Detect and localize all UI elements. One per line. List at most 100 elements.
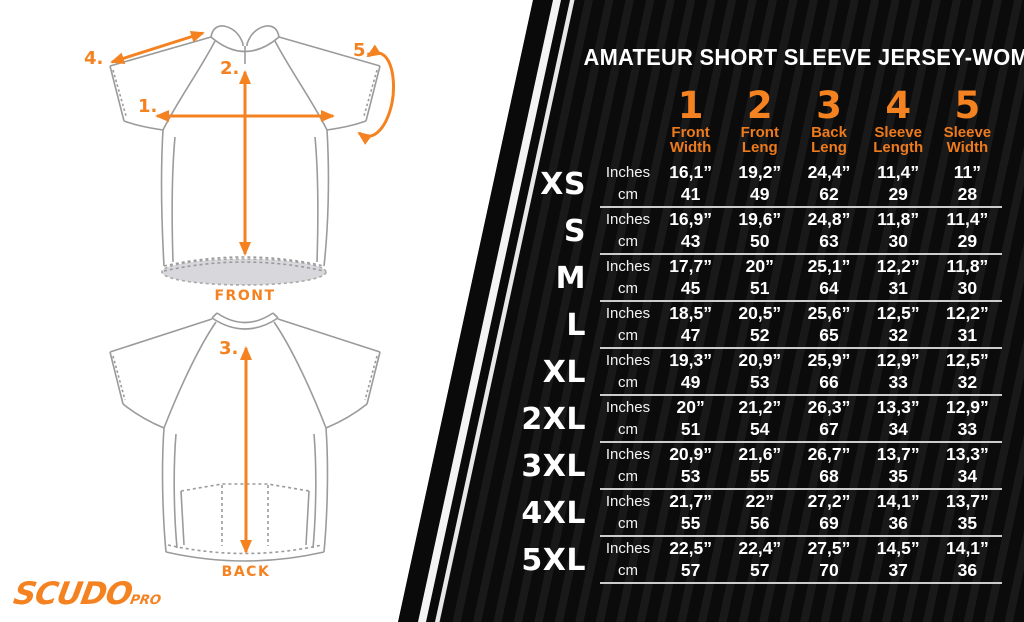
- cell: 30: [957, 278, 978, 299]
- unit-inches: Inches: [605, 398, 651, 416]
- size-label: 5XL: [521, 543, 586, 578]
- unit-cm: cm: [618, 233, 638, 251]
- cell: 50: [750, 231, 770, 252]
- size-label: M: [555, 261, 586, 296]
- cell: 16,1”: [669, 161, 712, 182]
- measure-label-3: 3.: [219, 338, 239, 359]
- column-header-5: 5 Sleeve Width: [933, 84, 1002, 155]
- brand-suffix: PRO: [128, 593, 163, 608]
- column-header-3: 3 Back Leng: [794, 87, 863, 156]
- cell: 30: [888, 231, 908, 252]
- cell: 20,9”: [738, 349, 782, 370]
- cell: 19,6”: [738, 208, 782, 229]
- cell: 13,3”: [876, 396, 920, 417]
- unit-cm: cm: [618, 186, 638, 204]
- unit-cm: cm: [618, 421, 638, 439]
- sleeve-length-arrow: [110, 30, 205, 65]
- cell: 18,5”: [669, 302, 712, 323]
- unit-inches: Inches: [605, 257, 651, 275]
- cell: 13,7”: [945, 490, 989, 511]
- cell: 21,6”: [738, 443, 782, 464]
- measure-label-2: 2.: [220, 58, 240, 79]
- cell: 53: [680, 466, 701, 487]
- cell: 63: [819, 231, 839, 252]
- cell: 19,3”: [669, 349, 712, 370]
- cell: 25,9”: [807, 349, 851, 370]
- column-label: Back Leng: [811, 124, 847, 156]
- unit-inches: Inches: [605, 351, 651, 369]
- unit-inches: Inches: [605, 492, 651, 510]
- size-label: 3XL: [521, 449, 586, 484]
- size-label: S: [563, 214, 586, 249]
- cell: 37: [888, 560, 908, 581]
- cell: 65: [819, 325, 839, 346]
- unit-cm: cm: [618, 327, 638, 345]
- table-row-4xl: 4XL Inches 21,7” 22” 27,2” 14,1” 13,7” c…: [520, 490, 1002, 537]
- cell: 27,5”: [807, 537, 851, 558]
- column-number: 5: [954, 84, 981, 127]
- cell: 51: [680, 419, 701, 440]
- table-row-l: L Inches 18,5” 20,5” 25,6” 12,5” 12,2” c…: [520, 302, 1002, 349]
- front-hem-ellipse: [161, 258, 327, 286]
- jersey-diagram: [109, 25, 396, 562]
- cell: 45: [680, 278, 701, 299]
- cell: 41: [680, 184, 701, 205]
- cell: 32: [888, 325, 908, 346]
- cell: 13,7”: [876, 443, 920, 464]
- column-header-1: 1 Front Width: [656, 84, 725, 156]
- cell: 26,7”: [807, 443, 851, 464]
- cell: 14,5”: [876, 537, 920, 558]
- cell: 22”: [745, 490, 774, 511]
- cell: 20,9”: [669, 443, 712, 464]
- panel-title: AMATEUR SHORT SLEEVE JERSEY-WOMAN: [583, 44, 1024, 70]
- measure-label-4: 4.: [84, 48, 104, 69]
- unit-inches: Inches: [605, 539, 651, 557]
- cell: 24,4”: [807, 161, 851, 182]
- unit-inches: Inches: [605, 304, 651, 322]
- cell: 11,4”: [946, 208, 989, 229]
- cell: 12,2”: [945, 302, 989, 323]
- cell: 19,2”: [738, 161, 782, 182]
- size-table: XS Inches 16,1” 19,2” 24,4” 11,4” 11” cm…: [520, 161, 1002, 584]
- unit-cm: cm: [618, 468, 638, 486]
- cell: 26,3”: [807, 396, 851, 417]
- cell: 11,8”: [877, 208, 920, 229]
- cell: 66: [819, 372, 839, 393]
- column-label: Front Width: [669, 124, 712, 156]
- cell: 49: [750, 184, 770, 205]
- cell: 22,4”: [738, 537, 782, 558]
- unit-header-spacer: [600, 88, 656, 155]
- cell: 12,5”: [876, 302, 920, 323]
- cell: 20,5”: [738, 302, 782, 323]
- cell: 57: [680, 560, 701, 581]
- cell: 28: [957, 184, 978, 205]
- size-label: XS: [540, 167, 586, 202]
- cell: 12,9”: [876, 349, 920, 370]
- table-row-5xl: 5XL Inches 22,5” 22,4” 27,5” 14,5” 14,1”…: [520, 537, 1002, 584]
- cell: 12,9”: [945, 396, 989, 417]
- cell: 17,7”: [669, 255, 712, 276]
- cell: 29: [888, 184, 908, 205]
- unit-inches: Inches: [605, 445, 651, 463]
- table-row-3xl: 3XL Inches 20,9” 21,6” 26,7” 13,7” 13,3”…: [520, 443, 1002, 490]
- cell: 20”: [745, 255, 774, 276]
- column-number: 1: [677, 84, 704, 127]
- cell: 35: [888, 466, 908, 487]
- unit-cm: cm: [618, 280, 638, 298]
- cell: 62: [819, 184, 839, 205]
- column-number: 2: [746, 84, 773, 127]
- unit-cm: cm: [618, 562, 638, 580]
- column-header-4: 4 Sleeve Length: [864, 87, 933, 155]
- cell: 31: [957, 325, 978, 346]
- unit-cm: cm: [618, 374, 638, 392]
- brand-logo: SCUDOPRO: [11, 576, 165, 612]
- cell: 22,5”: [669, 537, 712, 558]
- column-header-row: 1 Front Width 2 Front Leng 3 Back Leng 4…: [520, 84, 1002, 156]
- cell: 20”: [676, 396, 705, 417]
- cell: 51: [750, 278, 770, 299]
- cell: 25,6”: [807, 302, 851, 323]
- cell: 56: [750, 513, 770, 534]
- unit-inches: Inches: [605, 210, 651, 228]
- table-row-xs: XS Inches 16,1” 19,2” 24,4” 11,4” 11” cm…: [520, 161, 1002, 208]
